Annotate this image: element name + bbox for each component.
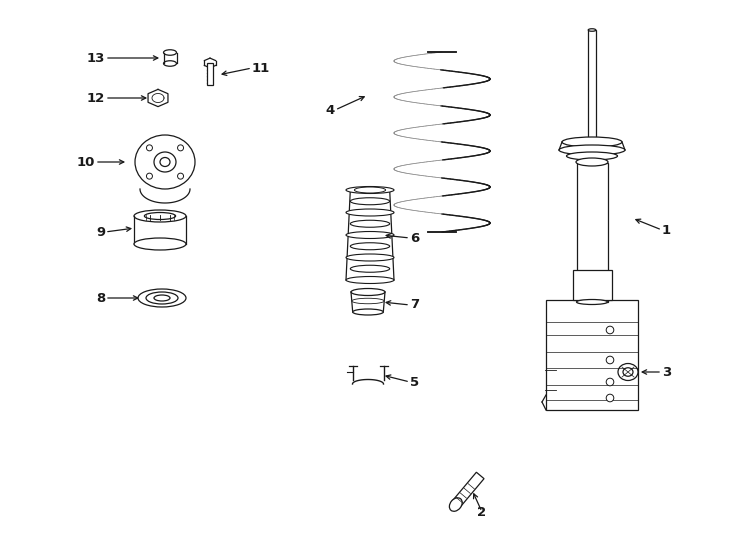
Ellipse shape xyxy=(351,288,385,295)
Ellipse shape xyxy=(135,135,195,189)
Ellipse shape xyxy=(567,152,617,160)
Ellipse shape xyxy=(618,363,638,381)
Text: 13: 13 xyxy=(87,51,105,64)
Ellipse shape xyxy=(350,198,390,205)
Text: 6: 6 xyxy=(410,232,419,245)
Text: 4: 4 xyxy=(326,104,335,117)
Ellipse shape xyxy=(138,289,186,307)
Ellipse shape xyxy=(350,265,390,272)
Text: 11: 11 xyxy=(252,62,270,75)
Bar xyxy=(207,63,213,85)
Ellipse shape xyxy=(623,368,633,376)
Ellipse shape xyxy=(576,300,608,305)
Ellipse shape xyxy=(346,209,394,216)
Text: 9: 9 xyxy=(96,226,105,239)
Ellipse shape xyxy=(588,29,596,31)
Circle shape xyxy=(606,394,614,402)
Ellipse shape xyxy=(350,220,390,227)
Ellipse shape xyxy=(350,243,390,249)
Ellipse shape xyxy=(134,238,186,250)
Ellipse shape xyxy=(346,186,394,193)
Ellipse shape xyxy=(164,50,176,55)
Ellipse shape xyxy=(134,210,186,222)
Ellipse shape xyxy=(353,309,383,315)
Circle shape xyxy=(178,145,184,151)
Text: 10: 10 xyxy=(76,156,95,168)
Polygon shape xyxy=(452,472,484,508)
Ellipse shape xyxy=(146,292,178,304)
Circle shape xyxy=(147,145,153,151)
Ellipse shape xyxy=(346,232,394,239)
Text: 8: 8 xyxy=(95,292,105,305)
Ellipse shape xyxy=(562,137,622,147)
Ellipse shape xyxy=(346,276,394,284)
Ellipse shape xyxy=(576,158,608,166)
Ellipse shape xyxy=(355,187,385,193)
Text: 7: 7 xyxy=(410,299,419,312)
Text: 2: 2 xyxy=(477,505,487,518)
Circle shape xyxy=(147,173,153,179)
Circle shape xyxy=(178,173,184,179)
Ellipse shape xyxy=(449,498,462,511)
Ellipse shape xyxy=(164,60,176,66)
Bar xyxy=(573,270,611,300)
Ellipse shape xyxy=(154,152,176,172)
Circle shape xyxy=(606,326,614,334)
Ellipse shape xyxy=(145,213,175,219)
Ellipse shape xyxy=(559,145,625,155)
Circle shape xyxy=(606,356,614,364)
Text: 5: 5 xyxy=(410,375,419,388)
Text: 1: 1 xyxy=(662,224,671,237)
Circle shape xyxy=(606,378,614,386)
Ellipse shape xyxy=(160,158,170,166)
Text: 3: 3 xyxy=(662,366,672,379)
Ellipse shape xyxy=(346,254,394,261)
Ellipse shape xyxy=(154,295,170,301)
Ellipse shape xyxy=(352,298,384,303)
Bar xyxy=(588,30,596,138)
Bar xyxy=(576,163,608,302)
Text: 12: 12 xyxy=(87,91,105,105)
Bar xyxy=(546,300,638,410)
